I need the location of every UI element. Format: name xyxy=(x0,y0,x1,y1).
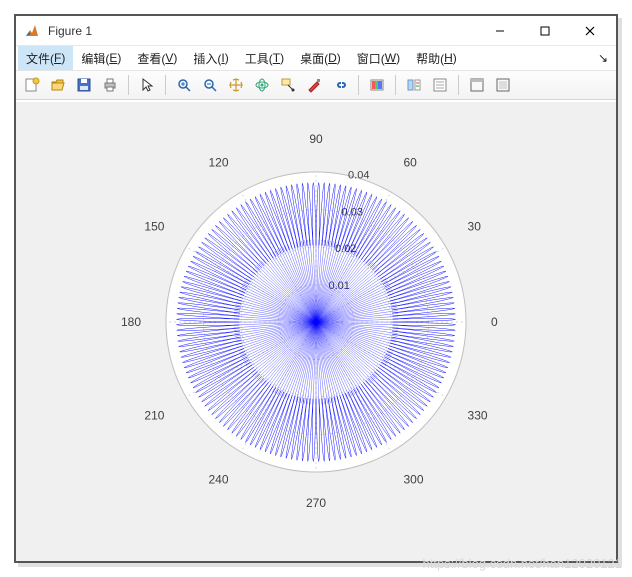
insert-legend-icon[interactable] xyxy=(402,73,426,97)
zoom-out-icon[interactable] xyxy=(198,73,222,97)
svg-text:240: 240 xyxy=(208,472,228,486)
rotate3d-icon[interactable] xyxy=(250,73,274,97)
titlebar: Figure 1 xyxy=(16,16,616,46)
menu-i[interactable]: 插入(I) xyxy=(185,46,236,70)
polar-axes: 03060901201501802102402703003300.010.020… xyxy=(106,112,526,535)
svg-text:90: 90 xyxy=(309,132,323,146)
watermark-text: https://blog.csdn.net/han12020121 xyxy=(423,556,623,571)
menu-w[interactable]: 窗口(W) xyxy=(349,46,408,70)
svg-text:330: 330 xyxy=(468,408,488,422)
colorbar-icon[interactable] xyxy=(365,73,389,97)
svg-text:300: 300 xyxy=(404,472,424,486)
svg-text:270: 270 xyxy=(306,496,326,510)
data-cursor-icon[interactable] xyxy=(276,73,300,97)
menu-d[interactable]: 桌面(D) xyxy=(292,46,349,70)
window-buttons xyxy=(477,17,612,45)
menu-t[interactable]: 工具(T) xyxy=(237,46,292,70)
hide-tools-icon[interactable] xyxy=(491,73,515,97)
figure-canvas: 03060901201501802102402703003300.010.020… xyxy=(16,102,616,561)
zoom-in-icon[interactable] xyxy=(172,73,196,97)
menu-e[interactable]: 编辑(E) xyxy=(73,46,129,70)
svg-text:0.04: 0.04 xyxy=(348,169,369,181)
dock-icon[interactable] xyxy=(465,73,489,97)
new-figure-icon[interactable] xyxy=(20,73,44,97)
toolbar xyxy=(16,70,616,100)
menu-h[interactable]: 帮助(H) xyxy=(408,46,465,70)
svg-text:0: 0 xyxy=(491,315,498,329)
pointer-icon[interactable] xyxy=(135,73,159,97)
menu-f[interactable]: 文件(F) xyxy=(18,46,73,70)
link-icon[interactable] xyxy=(328,73,352,97)
brush-icon[interactable] xyxy=(302,73,326,97)
svg-text:60: 60 xyxy=(404,155,418,169)
svg-text:150: 150 xyxy=(144,219,164,233)
window-title: Figure 1 xyxy=(48,24,477,38)
pan-icon[interactable] xyxy=(224,73,248,97)
plot-tools-icon[interactable] xyxy=(428,73,452,97)
save-icon[interactable] xyxy=(72,73,96,97)
svg-text:210: 210 xyxy=(144,408,164,422)
menu-v[interactable]: 查看(V) xyxy=(129,46,185,70)
svg-text:180: 180 xyxy=(121,315,141,329)
open-icon[interactable] xyxy=(46,73,70,97)
minimize-button[interactable] xyxy=(477,17,522,45)
menubar: 文件(F)编辑(E)查看(V)插入(I)工具(T)桌面(D)窗口(W)帮助(H)… xyxy=(16,46,616,70)
menu-overflow-icon[interactable]: ↘ xyxy=(592,46,614,70)
close-button[interactable] xyxy=(567,17,612,45)
matlab-app-icon xyxy=(24,23,40,39)
maximize-button[interactable] xyxy=(522,17,567,45)
svg-text:120: 120 xyxy=(208,155,228,169)
print-icon[interactable] xyxy=(98,73,122,97)
svg-text:30: 30 xyxy=(468,219,482,233)
figure-window: Figure 1 文件(F)编辑(E)查看(V)插入(I)工具(T)桌面(D)窗… xyxy=(14,14,618,563)
